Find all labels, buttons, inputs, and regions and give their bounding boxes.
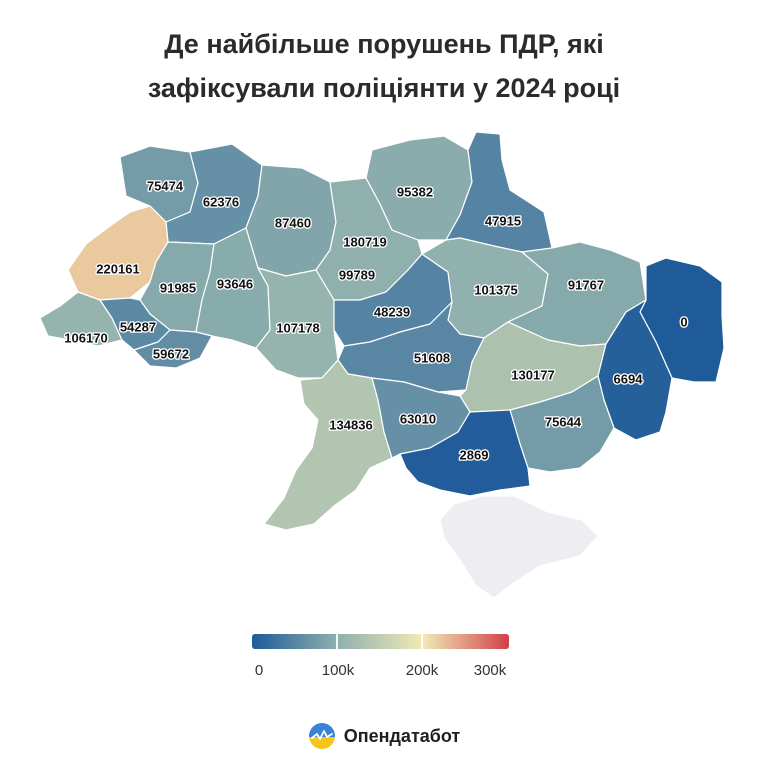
legend-tick-200k: [421, 634, 423, 649]
region-value-label-kharkiv: 91767: [568, 277, 604, 292]
region-value-label-ternopil: 91985: [160, 280, 196, 295]
region-value-label-kyiv-city: 180719: [343, 234, 386, 249]
region-value-label-volyn: 75474: [147, 178, 184, 193]
legend-label-0: 0: [254, 662, 264, 679]
opendatabot-logo-icon: [308, 723, 335, 749]
region-value-label-lviv: 220161: [96, 261, 139, 276]
region-value-label-dnipropetrovsk: 130177: [511, 367, 554, 382]
legend-label-200k: 200k: [405, 662, 439, 679]
regions-layer: [39, 131, 725, 599]
region-crimea[interactable]: [439, 495, 599, 599]
map-title-line-1: Де найбільше порушень ПДР, які: [164, 29, 604, 59]
region-value-label-cherkasy: 48239: [374, 304, 410, 319]
region-value-label-kirovohrad: 51608: [414, 350, 450, 365]
region-value-label-kherson: 2869: [460, 447, 489, 462]
region-value-label-mykolaiv: 63010: [400, 411, 436, 426]
brand-footer: Опендатабот: [0, 722, 768, 750]
map-title: Де найбільше порушень ПДР, які зафіксува…: [0, 22, 768, 110]
region-value-label-kyiv-oblast: 99789: [339, 267, 375, 282]
legend-color-bar: [252, 634, 509, 649]
region-kherson[interactable]: [399, 409, 531, 497]
legend-label-300k: 300k: [473, 662, 507, 679]
brand-name: Опендатабот: [343, 725, 461, 746]
region-value-label-poltava: 101375: [474, 282, 517, 297]
region-value-label-zhytomyr: 87460: [275, 215, 311, 230]
labels-layer: 75474 62376 87460 180719 99789 95382 47915 2201…: [63, 177, 689, 464]
region-value-label-ivano-frankivsk: 54287: [120, 319, 156, 334]
region-value-label-chernivtsi: 59672: [153, 346, 189, 361]
region-value-label-luhansk: 0: [680, 314, 687, 329]
region-value-label-donetsk: 6694: [614, 371, 644, 386]
region-chernivtsi[interactable]: [133, 329, 213, 369]
legend-label-100k: 100k: [321, 662, 355, 679]
region-odesa[interactable]: [263, 359, 393, 531]
region-khmelnytskyi[interactable]: [195, 227, 271, 349]
region-value-label-zakarpattia: 106170: [64, 330, 107, 345]
legend-tick-100k: [336, 634, 338, 649]
region-value-label-khmelnytskyi: 93646: [217, 276, 253, 291]
region-value-label-zaporizhzhia: 75644: [545, 414, 582, 429]
region-value-label-odesa: 134836: [329, 417, 372, 432]
region-value-label-vinnytsia: 107178: [276, 320, 319, 335]
map-title-line-2: зафіксували поліціянти у 2024 році: [147, 73, 621, 103]
region-value-label-rivne: 62376: [203, 194, 239, 209]
region-value-label-chernihiv: 95382: [397, 184, 433, 199]
region-value-label-sumy: 47915: [485, 213, 521, 228]
